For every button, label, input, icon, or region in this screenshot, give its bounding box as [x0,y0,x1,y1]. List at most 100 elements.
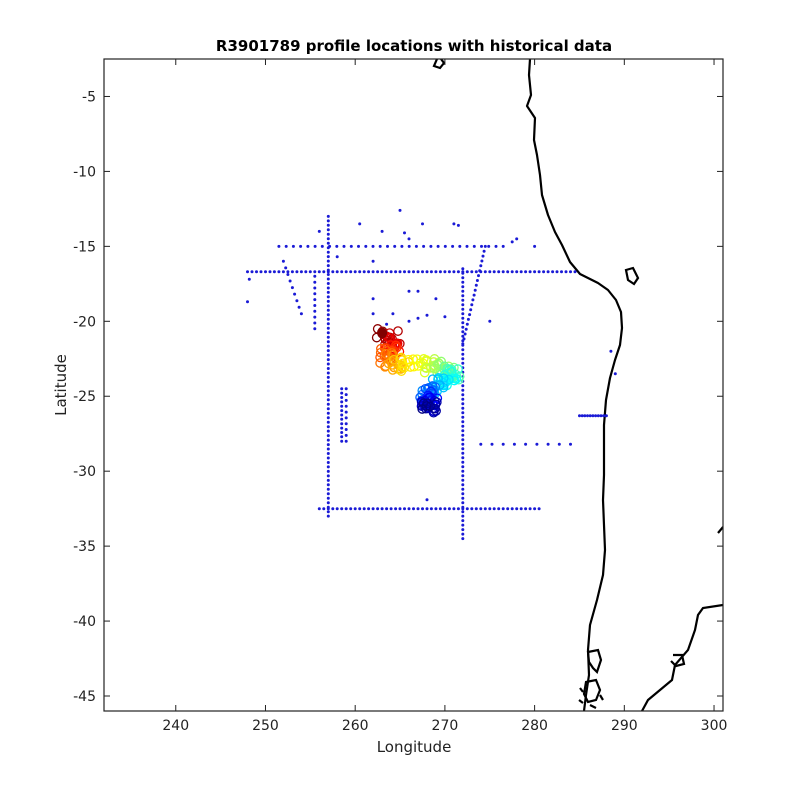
historical-point [609,349,613,353]
historical-point [461,469,465,473]
historical-point [452,222,456,226]
historical-point [461,361,465,365]
historical-point [438,507,442,511]
historical-point [403,270,406,274]
historical-point [474,507,478,511]
historical-point [461,505,465,509]
historical-point [461,523,465,527]
historical-point [461,312,465,316]
historical-point [461,285,465,289]
historical-point [376,270,380,274]
historical-point [335,255,339,259]
historical-point [322,507,326,511]
historical-point [452,507,456,511]
historical-point [588,414,592,418]
historical-point [482,249,486,253]
historical-point [313,280,317,284]
historical-point [394,270,398,274]
historical-point [475,279,479,282]
historical-point [461,501,465,505]
historical-point [344,393,348,397]
historical-point [391,312,395,316]
historical-point [461,342,465,346]
historical-point [494,244,498,248]
historical-point [326,331,330,335]
historical-point [461,352,465,356]
historical-point [497,270,501,274]
historical-point [490,442,494,446]
historical-point [286,270,290,274]
historical-point [250,270,254,274]
float-profile-point [419,367,430,378]
historical-point [326,438,330,442]
historical-point [461,519,465,523]
historical-point [480,244,483,248]
historical-point [492,507,496,511]
y-tick-label: -30 [73,464,96,480]
float-profile-point [420,383,431,394]
historical-point [461,388,465,392]
float-profile-series [371,324,465,418]
historical-point [398,208,402,212]
historical-point [555,270,559,274]
historical-point [246,270,249,274]
historical-point [421,270,424,274]
historical-point [461,460,465,464]
historical-point [344,507,348,511]
historical-point [425,498,429,502]
historical-point [506,507,510,511]
float-profile-point [430,403,440,414]
historical-point [340,417,344,421]
historical-point [286,273,290,276]
float-profile-point [418,354,429,364]
historical-point [471,298,475,302]
historical-point [398,507,402,511]
y-axis-ticks: -5 -10 -15 -20 -25 -30 -35 -40 -45 [73,89,723,705]
historical-point [407,237,411,241]
historical-point [326,264,330,268]
coastline-chonos [582,678,602,704]
historical-point [537,507,541,511]
historical-point [569,270,572,274]
historical-point [344,270,348,274]
historical-point [259,270,263,274]
historical-point [461,402,465,406]
historical-point [349,507,353,511]
historical-point [340,507,344,511]
historical-point [480,259,484,263]
historical-point [291,244,295,248]
historical-point [461,487,465,491]
historical-point [403,231,406,235]
historical-point [483,244,487,248]
historical-point [434,507,438,511]
historical-point [344,439,348,443]
historical-point [320,244,324,248]
historical-point [573,270,577,274]
historical-point [472,293,476,297]
historical-point [358,507,362,511]
historical-point [299,270,303,274]
historical-point [344,398,348,402]
historical-point [557,442,561,446]
historical-point [443,315,447,319]
historical-point [474,270,478,274]
historical-point [461,532,465,536]
historical-point [393,244,397,248]
historical-point [340,439,344,443]
historical-point [602,414,606,418]
historical-point [299,244,303,248]
historical-point [465,507,469,511]
coastline-lake-titicaca [624,266,640,286]
historical-point [371,297,375,301]
historical-point [501,270,505,274]
historical-point [290,270,294,274]
historical-point [353,270,357,274]
historical-point [425,270,429,274]
historical-point [560,270,563,274]
historical-point [326,277,330,281]
historical-point [364,244,368,248]
historical-point [326,407,330,411]
historical-point [414,244,418,248]
historical-point [295,270,299,274]
historical-point [385,507,389,511]
